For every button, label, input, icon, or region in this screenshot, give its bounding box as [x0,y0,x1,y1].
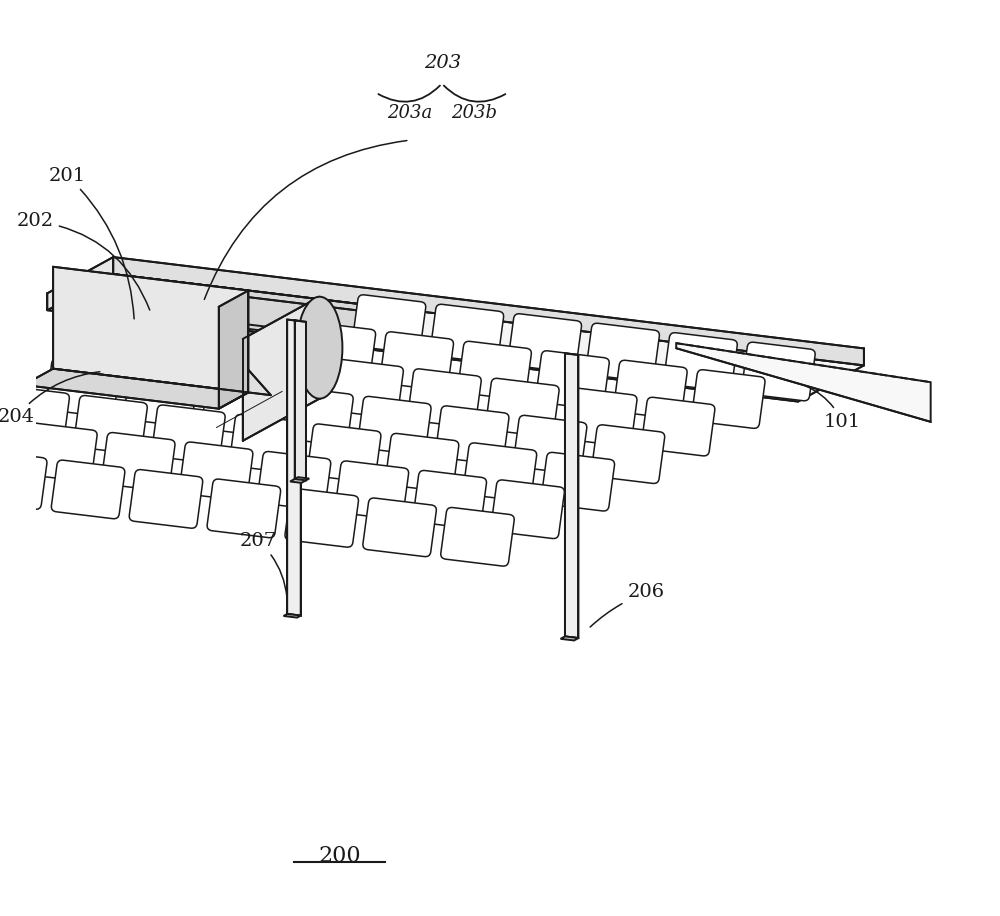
FancyBboxPatch shape [46,358,120,417]
FancyBboxPatch shape [430,304,504,363]
Polygon shape [676,344,931,422]
FancyBboxPatch shape [692,370,765,429]
FancyBboxPatch shape [614,360,687,419]
Polygon shape [290,477,309,483]
Polygon shape [113,274,376,340]
Text: 101: 101 [806,387,860,431]
Polygon shape [287,320,301,616]
FancyBboxPatch shape [591,425,665,484]
FancyBboxPatch shape [491,480,564,539]
FancyBboxPatch shape [0,451,47,509]
FancyBboxPatch shape [380,332,453,390]
FancyBboxPatch shape [358,397,431,455]
FancyBboxPatch shape [413,471,487,529]
FancyBboxPatch shape [152,405,225,463]
Text: 200: 200 [318,845,361,867]
FancyBboxPatch shape [24,423,97,482]
FancyBboxPatch shape [385,433,459,492]
Text: 203b: 203b [451,104,497,122]
FancyBboxPatch shape [586,323,659,382]
FancyBboxPatch shape [124,368,197,427]
FancyBboxPatch shape [508,314,582,373]
FancyBboxPatch shape [641,398,715,456]
FancyBboxPatch shape [285,488,358,547]
FancyBboxPatch shape [257,452,331,510]
FancyBboxPatch shape [742,343,815,401]
Polygon shape [243,297,320,441]
FancyBboxPatch shape [230,414,303,474]
Polygon shape [97,313,366,349]
FancyBboxPatch shape [536,351,609,409]
Text: 202: 202 [17,213,150,310]
FancyBboxPatch shape [74,396,147,454]
FancyBboxPatch shape [0,386,69,444]
FancyBboxPatch shape [363,498,436,557]
FancyBboxPatch shape [513,415,587,474]
Ellipse shape [297,297,342,398]
FancyBboxPatch shape [441,507,514,566]
Polygon shape [47,257,113,311]
FancyBboxPatch shape [174,341,248,399]
FancyBboxPatch shape [463,443,537,502]
FancyBboxPatch shape [408,369,481,428]
FancyBboxPatch shape [129,470,203,529]
Polygon shape [53,267,248,392]
FancyBboxPatch shape [280,387,353,445]
Polygon shape [107,308,376,344]
Polygon shape [295,321,306,480]
Polygon shape [248,370,271,395]
FancyBboxPatch shape [486,378,559,437]
Text: 207: 207 [240,532,287,597]
Polygon shape [284,614,301,617]
Text: 201: 201 [48,167,134,319]
FancyBboxPatch shape [179,442,253,501]
Polygon shape [561,637,578,640]
FancyBboxPatch shape [330,359,403,418]
FancyBboxPatch shape [541,453,615,511]
FancyBboxPatch shape [51,460,125,518]
Polygon shape [103,279,366,345]
Polygon shape [565,354,578,638]
Polygon shape [113,257,864,365]
FancyBboxPatch shape [252,350,325,409]
FancyBboxPatch shape [302,322,376,381]
Text: 203: 203 [424,54,461,72]
FancyBboxPatch shape [458,342,531,400]
Text: 203a: 203a [387,104,432,122]
Text: 206: 206 [590,583,664,627]
FancyBboxPatch shape [335,461,409,519]
FancyBboxPatch shape [664,333,737,391]
Polygon shape [47,274,864,401]
FancyBboxPatch shape [202,377,275,436]
FancyBboxPatch shape [102,432,175,491]
Polygon shape [24,368,248,409]
FancyBboxPatch shape [563,387,637,446]
Polygon shape [219,290,248,409]
FancyBboxPatch shape [307,424,381,483]
FancyBboxPatch shape [352,295,426,354]
FancyBboxPatch shape [96,331,170,389]
Text: 204: 204 [0,372,100,426]
FancyBboxPatch shape [207,479,281,538]
FancyBboxPatch shape [435,406,509,464]
FancyBboxPatch shape [0,414,19,473]
